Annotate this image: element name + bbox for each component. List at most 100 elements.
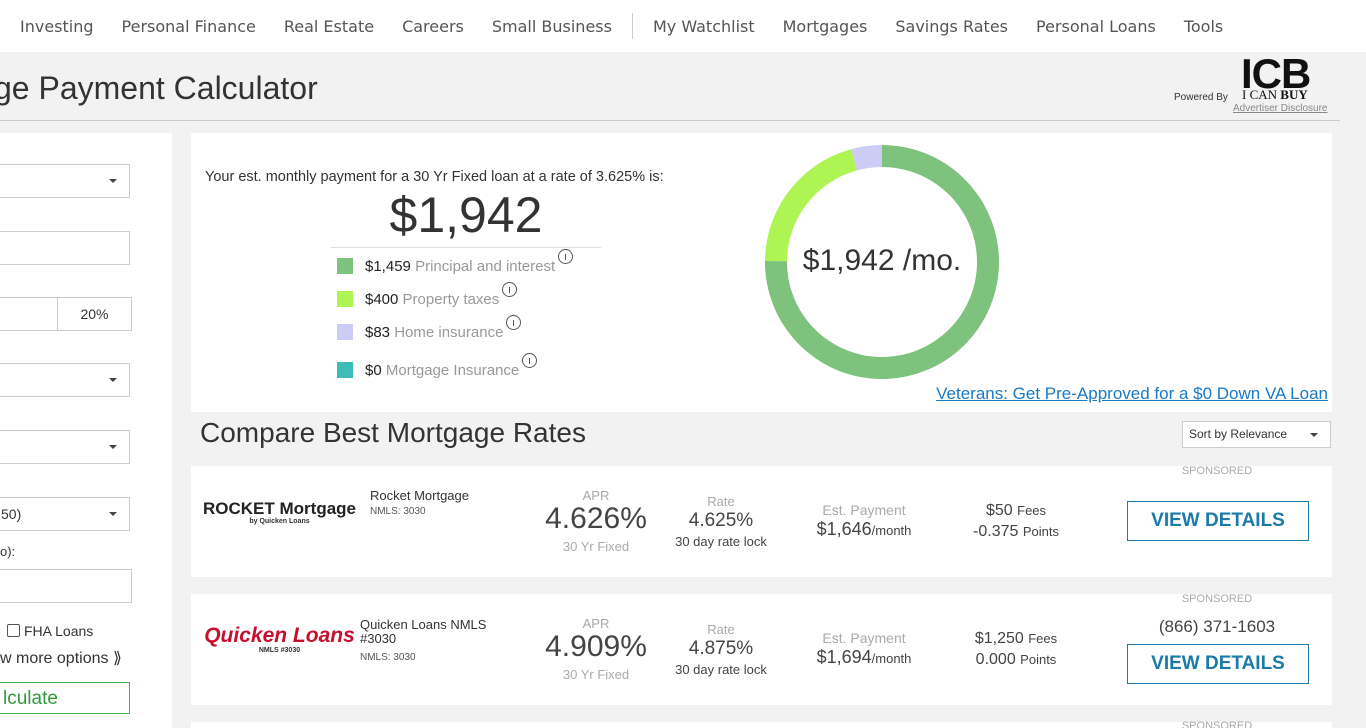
nav-link[interactable]: Mortgages bbox=[782, 16, 868, 36]
legend-swatch bbox=[337, 362, 353, 378]
divider bbox=[0, 120, 1340, 121]
lender-logo-sub: NMLS #3030 bbox=[258, 647, 301, 654]
sponsored: SPONSORED bbox=[1181, 593, 1253, 605]
fees-value: $1,250 bbox=[974, 630, 1024, 647]
input[interactable] bbox=[0, 231, 130, 265]
select[interactable] bbox=[0, 363, 130, 397]
legend-amount: $1,459 bbox=[365, 258, 411, 275]
rate-label: Rate bbox=[707, 494, 735, 509]
lender-logo: Quicken Loans bbox=[204, 624, 355, 647]
divider bbox=[331, 247, 601, 248]
fees-value: $50 bbox=[985, 502, 1013, 519]
calculate-button[interactable]: lculate bbox=[0, 682, 130, 714]
nav-link[interactable]: Investing bbox=[20, 16, 94, 36]
lender-card: ROCKET Mortgage by Quicken Loans Rocket Mo… bbox=[191, 465, 1332, 577]
legend-label: Home insurance bbox=[394, 324, 504, 341]
points-value: -0.375 bbox=[973, 523, 1019, 540]
rate-lock: 30 day rate lock bbox=[675, 662, 767, 677]
select[interactable] bbox=[0, 430, 130, 464]
legend-item: $400 Property taxes bbox=[365, 282, 518, 308]
legend-label: Principal and interest bbox=[415, 258, 556, 275]
nav-link[interactable]: Careers bbox=[402, 16, 464, 36]
legend-item: $0 Mortgage Insurance bbox=[365, 353, 538, 379]
credit: 50) bbox=[1, 506, 22, 522]
info-icon bbox=[506, 315, 522, 330]
view-details-button[interactable]: VIEW DETAILS bbox=[1127, 501, 1309, 541]
payment-panel bbox=[191, 133, 1332, 412]
points-label: Points bbox=[1020, 652, 1057, 667]
info-icon bbox=[522, 353, 538, 368]
payment: $1,646/month bbox=[784, 519, 944, 540]
more-options[interactable]: w more options ⟫ bbox=[0, 650, 122, 667]
view-details-button[interactable]: VIEW DETAILS bbox=[1127, 644, 1309, 684]
nav-separator bbox=[631, 13, 633, 39]
donut-segment bbox=[765, 149, 857, 262]
powered-by: Powered By bbox=[1174, 92, 1228, 103]
form-panel: 20% 50) o): FHA Loans w more options ⟫ l… bbox=[0, 133, 172, 728]
rate-value: 4.625% bbox=[688, 510, 754, 531]
payment-intro: Your est. monthly payment for a 30 Yr Fi… bbox=[205, 169, 664, 185]
info-icon bbox=[558, 249, 574, 264]
down-percent[interactable]: 20% bbox=[57, 297, 132, 331]
lender-nmls: NMLS: 3030 bbox=[370, 506, 426, 517]
input[interactable] bbox=[0, 297, 58, 331]
fees: $1,250 Fees bbox=[936, 630, 1096, 648]
legend-swatch bbox=[337, 324, 353, 340]
payment-label: Est. Payment bbox=[822, 502, 906, 518]
apr-term: 30 Yr Fixed bbox=[562, 539, 630, 554]
nav-link[interactable]: Personal Loans bbox=[1036, 16, 1156, 36]
lender-card: SPONSORED bbox=[191, 720, 1332, 728]
info-icon bbox=[502, 282, 518, 297]
nav-link[interactable]: Savings Rates bbox=[895, 16, 1008, 36]
payment-value: $1,694 bbox=[816, 647, 872, 667]
fees-label: Fees bbox=[1028, 631, 1058, 646]
select[interactable]: 50) bbox=[0, 497, 130, 531]
per-month: /month bbox=[871, 523, 912, 538]
legend-amount: $400 bbox=[365, 291, 399, 308]
rate-lock: 30 day rate lock bbox=[675, 534, 767, 549]
donut-chart: $1,942 /mo. bbox=[765, 145, 999, 379]
payment-value: $1,646 bbox=[816, 519, 872, 539]
page-title: ge Payment Calculator bbox=[0, 70, 318, 106]
per-month: /month bbox=[871, 651, 912, 666]
select[interactable] bbox=[0, 164, 130, 198]
sort-select[interactable]: Sort by Relevance bbox=[1182, 421, 1331, 448]
lender-nmls: NMLS: 3030 bbox=[360, 652, 416, 663]
points: -0.375 Points bbox=[936, 523, 1096, 541]
nav-link[interactable]: Personal Finance bbox=[121, 16, 256, 36]
sponsored: SPONSORED bbox=[1181, 465, 1253, 477]
logo-sub-1: I CAN bbox=[1242, 87, 1278, 102]
disclosure-link[interactable]: Advertiser Disclosure bbox=[1233, 103, 1328, 114]
donut-segment bbox=[850, 145, 882, 171]
input[interactable] bbox=[0, 569, 132, 603]
legend-label: Mortgage Insurance bbox=[385, 362, 520, 379]
apr-value: 4.626% bbox=[545, 502, 647, 535]
nav-link[interactable]: Tools bbox=[1183, 16, 1224, 36]
sponsored: SPONSORED bbox=[1181, 720, 1253, 728]
lender-name: Rocket Mortgage bbox=[370, 488, 469, 503]
lender-name: Quicken Loans NMLS #3030 bbox=[360, 617, 487, 646]
donut-center-label: $1,942 /mo. bbox=[803, 244, 961, 277]
fha-option[interactable]: FHA Loans bbox=[7, 623, 93, 639]
points: 0.000 Points bbox=[936, 651, 1096, 669]
points-value: 0.000 bbox=[975, 651, 1016, 668]
nav-link[interactable]: Real Estate bbox=[283, 16, 375, 36]
va-link[interactable]: Veterans: Get Pre-Approved for a $0 Down… bbox=[936, 384, 1328, 403]
lender-logo-sub: by Quicken Loans bbox=[249, 518, 310, 525]
phone[interactable]: (866) 371-1603 bbox=[1158, 617, 1276, 636]
payment-label: Est. Payment bbox=[822, 630, 906, 646]
nav-link[interactable]: Small Business bbox=[491, 16, 612, 36]
legend-label: Property taxes bbox=[402, 291, 500, 308]
rates-title: Compare Best Mortgage Rates bbox=[200, 417, 586, 448]
legend-item: $1,459 Principal and interest bbox=[365, 249, 574, 275]
top-nav: Investing Personal Finance Real Estate Care… bbox=[0, 0, 1366, 52]
rate-label: Rate bbox=[707, 622, 735, 637]
fees: $50 Fees bbox=[936, 502, 1096, 520]
legend-swatch bbox=[337, 291, 353, 307]
logo-sub-2: BUY bbox=[1280, 87, 1308, 102]
logo-sub: I CAN BUY bbox=[1242, 87, 1308, 103]
points-label: Points bbox=[1022, 524, 1059, 539]
nav-link[interactable]: My Watchlist bbox=[652, 16, 755, 36]
fha-label: FHA Loans bbox=[24, 623, 94, 639]
